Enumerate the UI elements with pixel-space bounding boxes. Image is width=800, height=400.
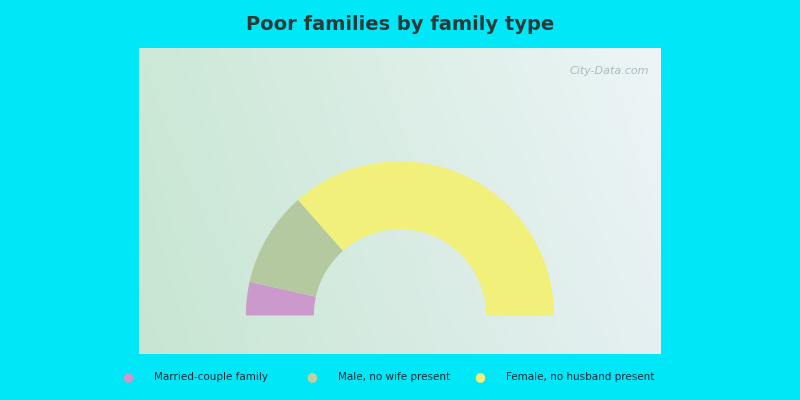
Text: City-Data.com: City-Data.com [570,66,650,76]
Text: ●: ● [306,370,318,384]
Text: Married-couple family: Married-couple family [154,372,267,382]
Text: ●: ● [474,370,486,384]
Text: Poor families by family type: Poor families by family type [246,14,554,34]
Wedge shape [246,282,316,316]
Wedge shape [298,161,554,316]
Text: ●: ● [122,370,134,384]
Wedge shape [250,200,343,297]
Text: Male, no wife present: Male, no wife present [338,372,450,382]
Text: Female, no husband present: Female, no husband present [506,372,654,382]
